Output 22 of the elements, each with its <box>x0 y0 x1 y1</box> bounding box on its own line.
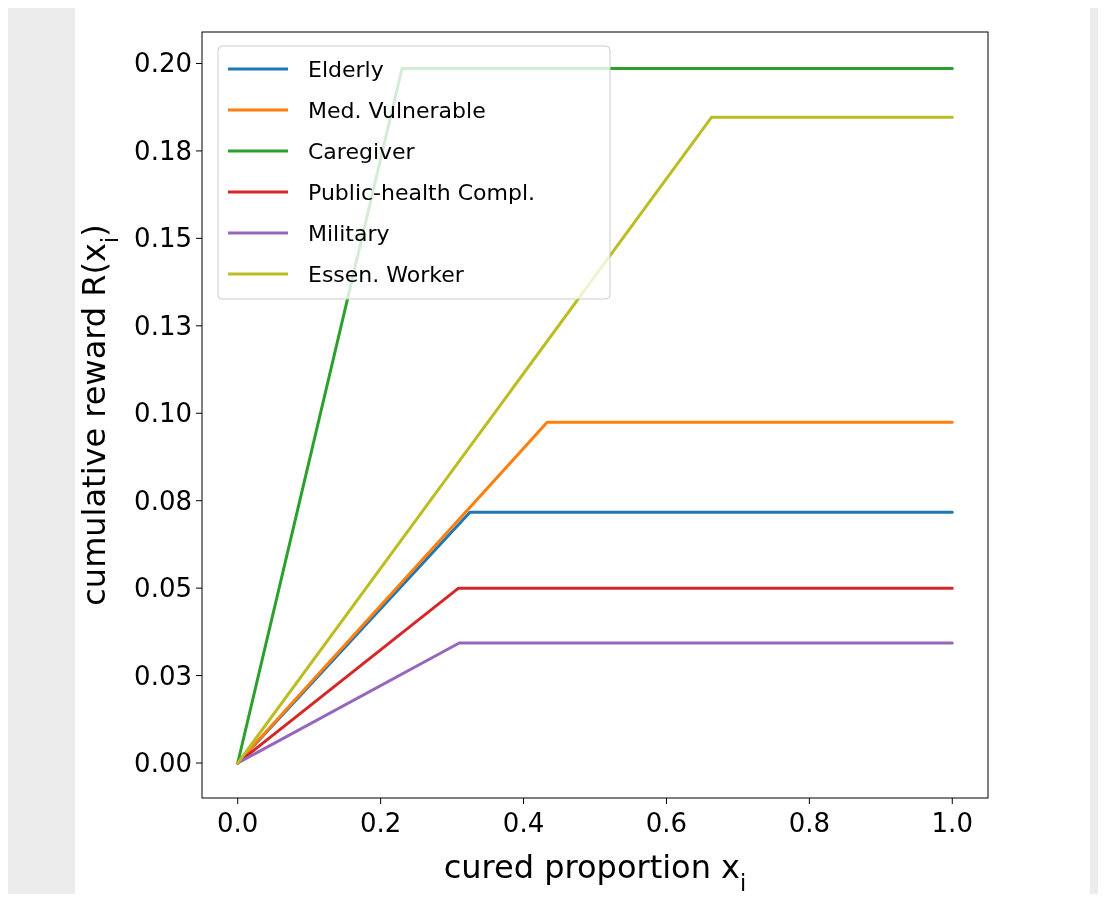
legend-label: Essen. Worker <box>308 262 465 287</box>
y-tick-label: 0.13 <box>134 310 192 341</box>
legend-label: Public-health Compl. <box>308 180 536 205</box>
x-tick-label: 1.0 <box>931 808 973 838</box>
y-tick-label: 0.03 <box>134 660 192 691</box>
y-tick-label: 0.00 <box>134 748 192 779</box>
x-tick-label: 0.0 <box>217 808 259 838</box>
y-tick-label: 0.08 <box>134 485 192 516</box>
y-tick-label: 0.18 <box>134 135 192 166</box>
x-tick-label: 0.4 <box>502 808 545 838</box>
legend-label: Elderly <box>308 57 384 82</box>
y-tick-label: 0.20 <box>134 48 192 79</box>
legend-label: Caregiver <box>308 139 416 164</box>
x-tick-label: 0.6 <box>645 808 688 838</box>
y-tick-label: 0.15 <box>134 223 192 254</box>
y-tick-label: 0.10 <box>134 398 192 429</box>
legend-label: Military <box>308 221 390 246</box>
x-tick-label: 0.8 <box>788 808 831 838</box>
y-tick-label: 0.05 <box>134 573 192 604</box>
x-tick-label: 0.2 <box>359 808 402 838</box>
legend-label: Med. Vulnerable <box>308 98 486 123</box>
x-axis-title: cured proportion x$_{i}$ <box>443 848 747 896</box>
